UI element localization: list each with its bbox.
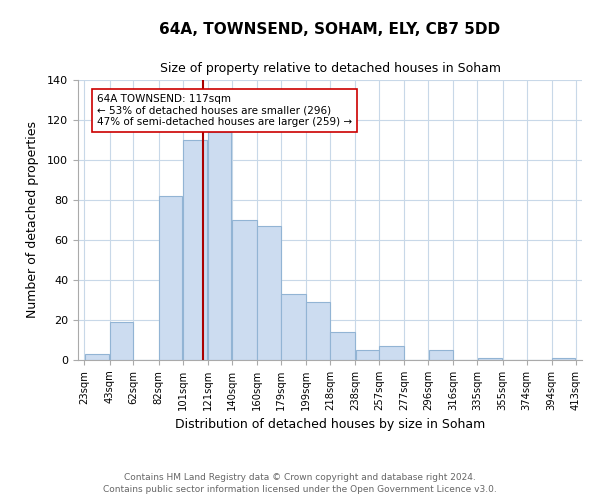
Bar (110, 322, 133, 360)
Bar (428, 350, 453, 360)
Title: Size of property relative to detached houses in Soham: Size of property relative to detached ho… (160, 62, 500, 74)
Bar (208, 132, 232, 360)
Bar (183, 140, 208, 360)
Bar (232, 220, 257, 360)
Text: 64A, TOWNSEND, SOHAM, ELY, CB7 5DD: 64A, TOWNSEND, SOHAM, ELY, CB7 5DD (160, 22, 500, 38)
X-axis label: Distribution of detached houses by size in Soham: Distribution of detached houses by size … (175, 418, 485, 432)
Bar (356, 350, 379, 360)
Bar (379, 346, 404, 360)
Text: 64A TOWNSEND: 117sqm
← 53% of detached houses are smaller (296)
47% of semi-deta: 64A TOWNSEND: 117sqm ← 53% of detached h… (97, 94, 352, 127)
Text: Contains public sector information licensed under the Open Government Licence v3: Contains public sector information licen… (103, 485, 497, 494)
Bar (257, 226, 281, 360)
Bar (307, 302, 329, 360)
Bar (478, 358, 502, 360)
Text: Contains HM Land Registry data © Crown copyright and database right 2024.: Contains HM Land Registry data © Crown c… (124, 472, 476, 482)
Bar (85, 354, 109, 360)
Y-axis label: Number of detached properties: Number of detached properties (26, 122, 39, 318)
Bar (159, 196, 182, 360)
Bar (552, 358, 575, 360)
Bar (331, 332, 355, 360)
Bar (281, 294, 306, 360)
